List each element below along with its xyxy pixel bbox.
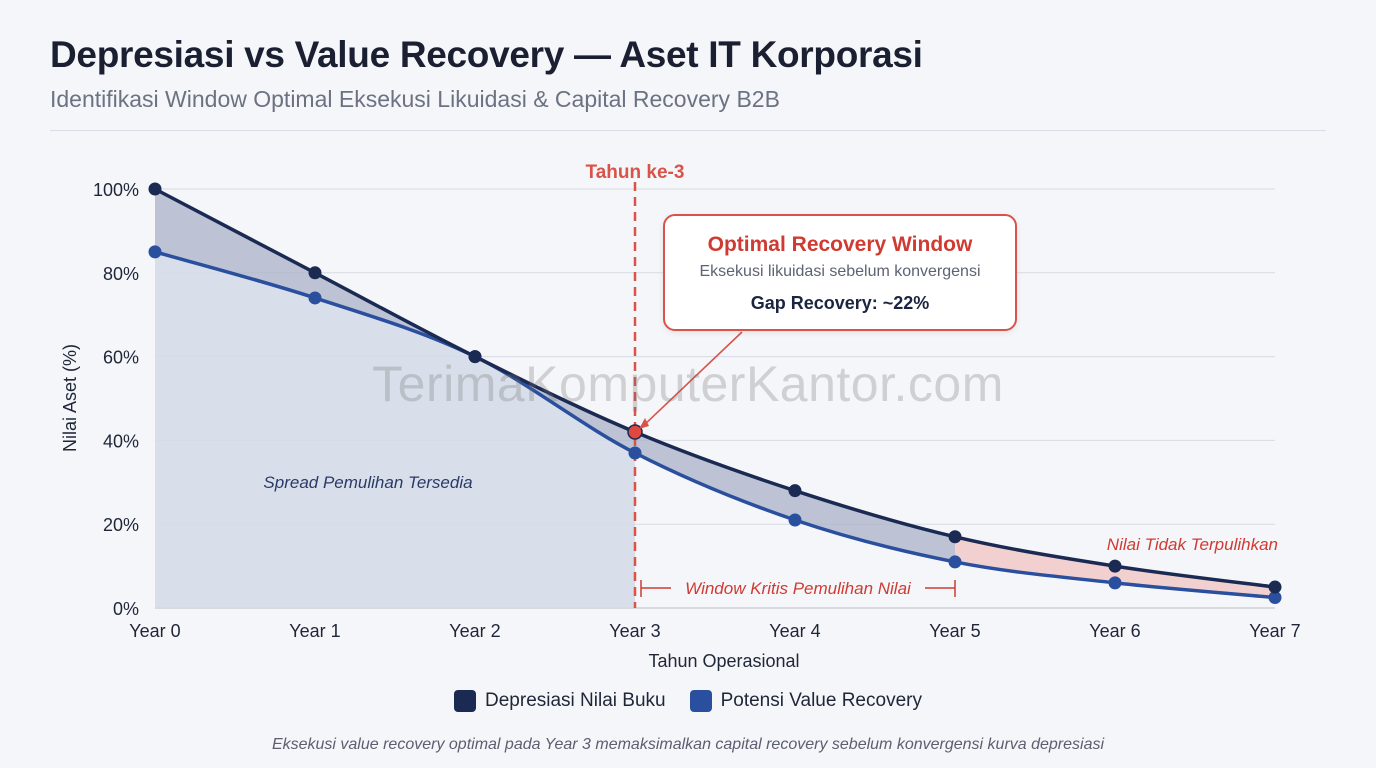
point-depresiasi-2 (468, 350, 482, 364)
point-depresiasi-3 (627, 424, 643, 440)
header-divider (50, 130, 1326, 131)
y-tick-label: 60% (103, 348, 139, 368)
chart-title: Depresiasi vs Value Recovery — Aset IT K… (50, 34, 923, 75)
callout-arrow-head (639, 418, 649, 430)
watermark-text: TerimaKomputerKantor.com (372, 356, 1004, 412)
point-depresiasi-5 (948, 530, 962, 544)
marker-line-label: Tahun ke-3 (586, 162, 685, 183)
legend-label-recovery: Potensi Value Recovery (720, 690, 922, 711)
gap-area (155, 189, 955, 562)
point-recovery-3 (628, 446, 642, 460)
spread-annotation: Spread Pemulihan Tersedia (263, 473, 472, 492)
callout-subtitle: Eksekusi likuidasi sebelum konvergensi (699, 263, 981, 280)
point-recovery-7 (1268, 591, 1282, 605)
line-chart: Tahun ke-3 0% 20% 40% 60% 80% 100% Year 0 Year 1… (60, 162, 1301, 671)
unrecoverable-annotation: Nilai Tidak Terpulihkan (1107, 535, 1278, 554)
legend-label-depresiasi: Depresiasi Nilai Buku (485, 690, 666, 711)
x-tick-label: Year 2 (449, 621, 500, 641)
y-tick-label: 80% (103, 264, 139, 284)
y-tick-label: 40% (103, 431, 139, 451)
series-line-depresiasi (154, 187, 1276, 589)
point-recovery-4 (788, 513, 802, 527)
point-depresiasi-1 (308, 266, 322, 280)
x-tick-label: Year 7 (1249, 621, 1300, 641)
y-tick-label: 20% (103, 515, 139, 535)
chart-subtitle: Identifikasi Window Optimal Eksekusi Lik… (50, 86, 780, 112)
legend-swatch-recovery (689, 690, 712, 712)
point-depresiasi-6 (1108, 559, 1122, 573)
x-tick-label: Year 1 (289, 621, 340, 641)
point-recovery-1 (308, 291, 322, 305)
y-tick-label: 100% (93, 180, 139, 200)
y-axis-title: Nilai Aset (%) (60, 344, 80, 452)
chart-legend: Depresiasi Nilai Buku Potensi Value Reco… (0, 690, 1376, 712)
callout-title: Optimal Recovery Window (707, 233, 973, 256)
point-recovery-5 (948, 555, 962, 569)
point-recovery-0 (148, 245, 162, 259)
callout-arrow-line (642, 331, 743, 427)
window-annotation: Window Kritis Pemulihan Nilai (685, 579, 912, 598)
point-depresiasi-4 (788, 484, 802, 498)
x-tick-label: Year 3 (609, 621, 660, 641)
legend-item-depresiasi[interactable]: Depresiasi Nilai Buku (454, 690, 666, 712)
point-recovery-6 (1108, 576, 1122, 590)
series-line-recovery (154, 250, 1276, 600)
x-tick-label: Year 6 (1089, 621, 1140, 641)
optimal-recovery-callout: Optimal Recovery Window Eksekusi likuida… (663, 214, 1017, 331)
chart-footnote: Eksekusi value recovery optimal pada Yea… (271, 736, 1105, 753)
callout-gap: Gap Recovery: ~22% (750, 293, 930, 313)
y-tick-label: 0% (113, 599, 139, 619)
x-tick-label: Year 4 (769, 621, 820, 641)
spread-area (155, 251, 635, 608)
point-depresiasi-7 (1268, 580, 1282, 594)
legend-item-recovery[interactable]: Potensi Value Recovery (689, 690, 922, 712)
legend-swatch-depresiasi (454, 690, 477, 712)
x-tick-label: Year 0 (129, 621, 180, 641)
x-tick-label: Year 5 (929, 621, 980, 641)
x-axis-title: Tahun Operasional (648, 651, 799, 671)
point-depresiasi-0 (148, 182, 162, 196)
